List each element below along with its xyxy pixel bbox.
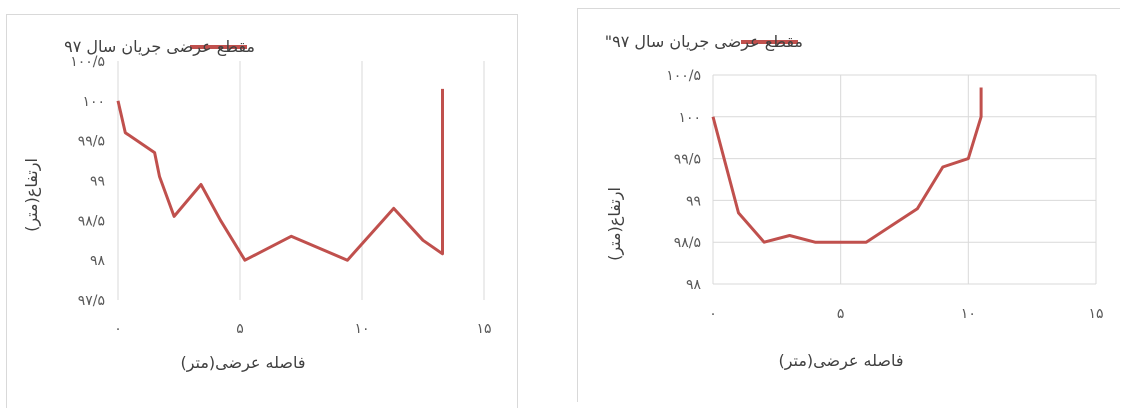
- y-tick-label: ۱۰۰: [678, 110, 701, 126]
- x-tick-label: ۰: [114, 321, 122, 337]
- x-tick-label: ۱۰: [961, 306, 976, 322]
- chart-right-svg: مقطع عرضی جریان سال ۹۷" ۹۸۹۸/۵۹۹۹۹/۵۱۰۰۱…: [605, 32, 1104, 371]
- chart-left-grid: [117, 61, 485, 300]
- chart-right-grid: [712, 74, 1097, 285]
- x-tick-label: ۱۰: [354, 321, 369, 337]
- x-axis-title-left: فاصله عرضی(متر): [180, 353, 305, 373]
- chart-right-xticks: ۰ ۵ ۱۰ ۱۵: [709, 306, 1103, 322]
- series-line-left: [116, 88, 444, 262]
- x-tick-label: ۵: [236, 321, 244, 337]
- x-axis-title-right: فاصله عرضی(متر): [778, 351, 903, 371]
- legend-left-label: مقطع عرضی جریان سال ۹۷: [64, 37, 255, 57]
- y-tick-label: ۹۹: [90, 174, 105, 190]
- x-tick-label: ۰: [709, 306, 717, 322]
- y-tick-label: ۹۷/۵: [78, 293, 105, 309]
- chart-left: مقطع عرضی جریان سال ۹۷ ۹۷/۵ ۹۸ ۹۸/۵ ۹۹ ۹۹/۵ ۱…: [6, 14, 518, 408]
- x-tick-label: ۱۵: [1088, 306, 1103, 322]
- y-tick-label: ۹۹/۵: [78, 134, 105, 150]
- y-tick-label: ۹۸: [686, 277, 702, 293]
- y-tick-label: ۹۸/۵: [674, 235, 701, 251]
- chart-right: مقطع عرضی جریان سال ۹۷" ۹۸ ۹۸/۵ ۹۹ ۹۹/۵ ۱۰۰ ۱…: [577, 8, 1120, 402]
- x-tick-label: ۱۵: [476, 321, 491, 337]
- y-tick-label: ۱۰۰/۵: [666, 68, 701, 84]
- chart-left-xticks: ۰ ۵ ۱۰ ۱۵: [114, 321, 491, 337]
- y-tick-label: ۹۹: [686, 193, 701, 209]
- x-tick-label: ۵: [837, 306, 845, 322]
- chart-right-yticks: ۹۸ ۹۸/۵ ۹۹ ۹۹/۵ ۱۰۰ ۱۰۰/۵: [666, 68, 701, 293]
- y-tick-label: ۱۰۰/۵: [70, 54, 105, 70]
- y-tick-label: ۱۰۰: [82, 94, 105, 110]
- legend-right-label: مقطع عرضی جریان سال ۹۷": [605, 32, 803, 52]
- y-tick-label: ۹۸: [90, 253, 106, 269]
- y-tick-label: ۹۹/۵: [674, 152, 701, 168]
- y-axis-title-right: ارتفاع(متر): [605, 187, 625, 261]
- y-axis-title-left: ارتفاع(متر): [22, 158, 42, 232]
- series-line-right: [711, 87, 983, 244]
- chart-left-svg: مقطع عرضی جریان سال ۹۷ ۹۷/۵ ۹۸ ۹۸/۵ ۹۹ ۹۹/۵ ۱…: [22, 37, 492, 373]
- y-tick-label: ۹۸/۵: [78, 213, 105, 229]
- chart-left-yticks: ۹۷/۵ ۹۸ ۹۸/۵ ۹۹ ۹۹/۵ ۱۰۰ ۱۰۰/۵: [70, 54, 105, 309]
